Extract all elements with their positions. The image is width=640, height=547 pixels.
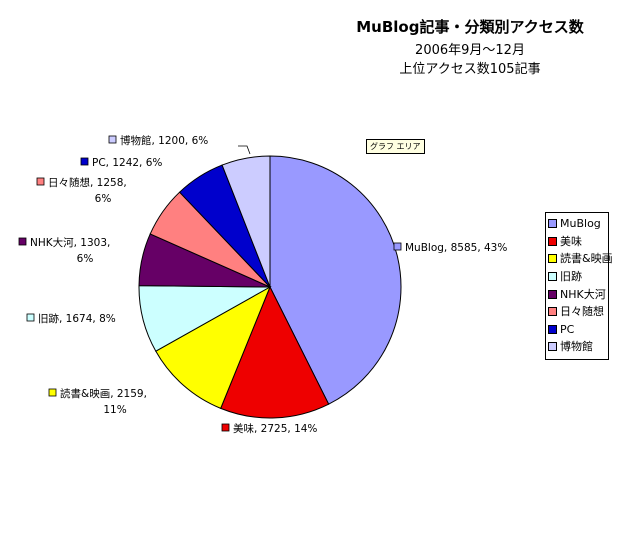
svg-text:旧跡, 1674, 8%: 旧跡, 1674, 8% <box>38 312 116 325</box>
legend-label: 旧跡 <box>560 270 582 284</box>
legend-swatch <box>548 342 557 352</box>
svg-text:PC, 1242, 6%: PC, 1242, 6% <box>92 157 162 169</box>
chart-title: MuBlog記事・分類別アクセス数 <box>356 18 584 36</box>
chart-area-tooltip: グラフ エリア <box>366 139 425 154</box>
legend-swatch <box>548 219 557 229</box>
legend-item-7: 博物館 <box>548 338 608 356</box>
pie-slice-7[interactable] <box>221 155 271 288</box>
pie-slice-2[interactable] <box>155 285 272 410</box>
data-label-5: 日々随想, 1258, 6% <box>36 176 127 205</box>
svg-text:6%: 6% <box>95 193 112 205</box>
pie-slice-0[interactable] <box>269 155 402 405</box>
data-label-2: 読書&映画, 2159, 11% <box>48 387 147 416</box>
chart-subtitle-date: 2006年9月〜12月 <box>415 43 525 58</box>
svg-text:MuBlog, 8585, 43%: MuBlog, 8585, 43% <box>405 242 507 254</box>
legend-item-5: 日々随想 <box>548 303 608 321</box>
pie-slice-1[interactable] <box>220 285 330 419</box>
legend-label: 日々随想 <box>560 305 604 319</box>
data-label-4: NHK大河, 1303, 6% <box>18 236 110 265</box>
legend-swatch <box>548 307 557 317</box>
data-label-6: PC, 1242, 6% <box>80 157 162 169</box>
svg-text:11%: 11% <box>103 404 126 416</box>
legend-item-4: NHK大河 <box>548 285 608 303</box>
svg-text:読書&映画, 2159,: 読書&映画, 2159, <box>60 387 147 400</box>
chart-subtitle-scope: 上位アクセス数105記事 <box>399 62 541 77</box>
legend-swatch <box>548 289 557 299</box>
svg-text:美味, 2725, 14%: 美味, 2725, 14% <box>233 422 317 435</box>
data-label-1: 美味, 2725, 14% <box>221 422 317 435</box>
legend-swatch <box>548 236 557 246</box>
legend-label: 美味 <box>560 234 582 248</box>
legend-label: 読書&映画 <box>560 252 613 266</box>
legend-label: MuBlog <box>560 217 601 231</box>
legend-item-3: 旧跡 <box>548 268 608 286</box>
legend-label: NHK大河 <box>560 287 606 301</box>
svg-text:6%: 6% <box>77 253 94 265</box>
data-label-0: MuBlog, 8585, 43% <box>393 242 507 254</box>
data-label-7: 博物館, 1200, 6% <box>108 134 208 147</box>
legend-item-2: 読書&映画 <box>548 250 613 268</box>
svg-text:日々随想, 1258,: 日々随想, 1258, <box>48 176 127 189</box>
legend-swatch <box>548 324 557 334</box>
legend-item-0: MuBlog <box>548 215 608 233</box>
legend-label: 博物館 <box>560 340 593 354</box>
chart-legend[interactable]: MuBlog 美味読書&映画旧跡 NHK大河日々随想 PC 博物館 <box>545 212 613 360</box>
legend-item-1: 美味 <box>548 233 608 251</box>
svg-text:NHK大河, 1303,: NHK大河, 1303, <box>30 236 110 249</box>
legend-item-6: PC <box>548 321 608 339</box>
legend-label: PC <box>560 322 575 336</box>
leader-line-7 <box>238 145 251 155</box>
svg-text:博物館, 1200, 6%: 博物館, 1200, 6% <box>120 134 208 147</box>
legend-swatch <box>548 272 557 282</box>
legend-swatch <box>548 254 557 264</box>
data-label-3: 旧跡, 1674, 8% <box>26 312 116 325</box>
